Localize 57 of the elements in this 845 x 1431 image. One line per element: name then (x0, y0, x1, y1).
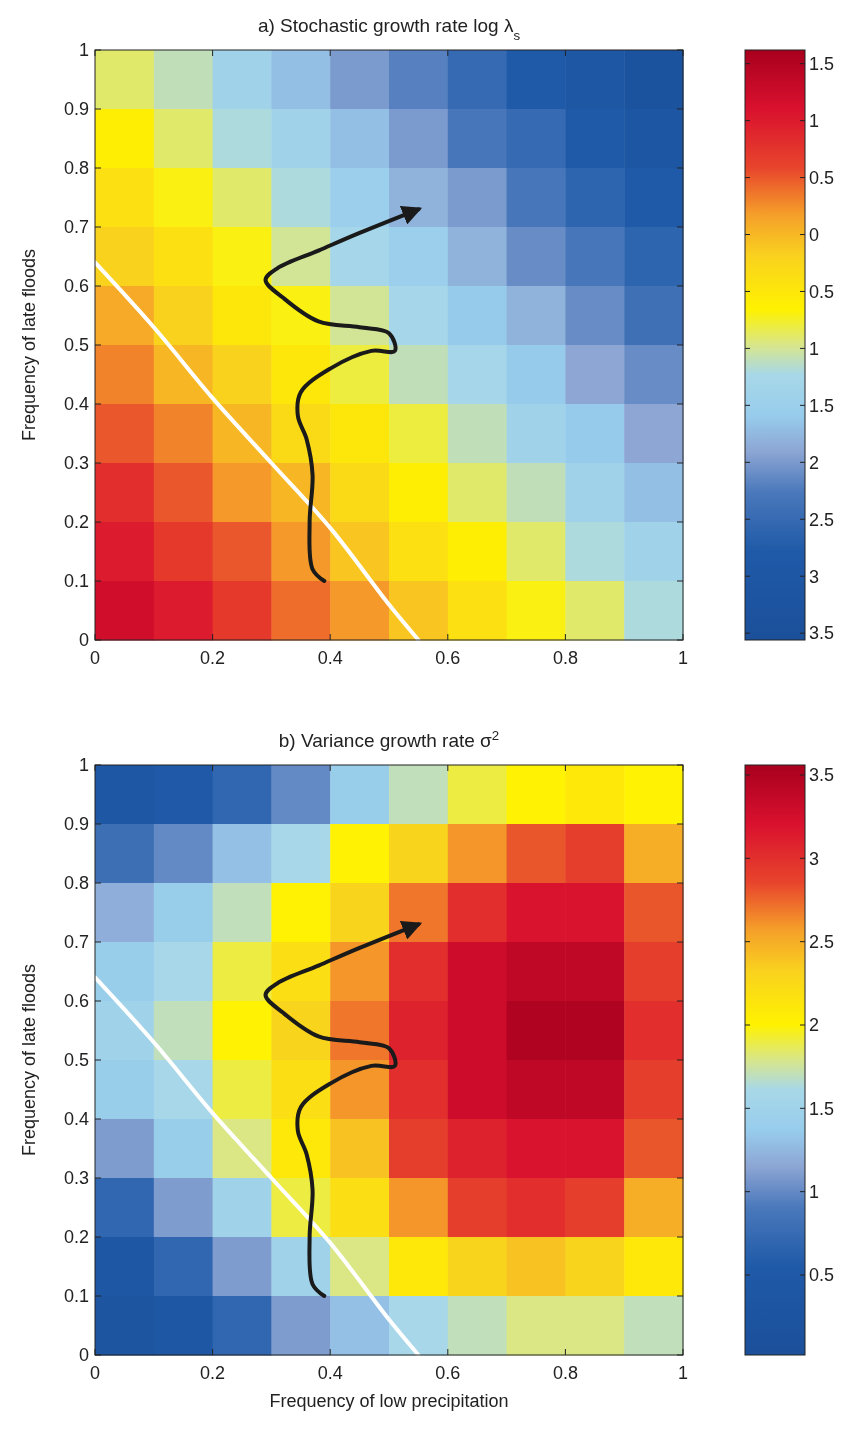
color-bar-label: 3.5 (809, 765, 835, 786)
x-tick-label: 0.4 (317, 1363, 343, 1383)
y-tick-label: 0.2 (63, 512, 89, 533)
x-tick-label: 0.8 (552, 1363, 578, 1383)
x-tick-label: 0.4 (317, 648, 343, 668)
y-tick-label: 0.4 (63, 1109, 89, 1130)
color-bar-label: 3 (809, 566, 820, 587)
x-tick-label: 0.6 (435, 648, 461, 668)
color-bar-label: 1 (809, 110, 820, 131)
y-tick-label: 0.9 (63, 814, 89, 835)
x-tick-label: 1 (677, 648, 689, 668)
y-tick-label: 0.1 (63, 1286, 89, 1307)
y-tick-label: 0.7 (63, 932, 89, 953)
x-tick-label: 0.2 (200, 648, 226, 668)
color-bar-label: 1 (809, 338, 820, 359)
color-bar-label: 1.5 (809, 395, 835, 416)
color-bar-label: 0.5 (809, 281, 835, 302)
y-tick-label: 0.6 (63, 276, 89, 297)
y-tick-label: 0.5 (63, 1050, 89, 1071)
line-series (93, 975, 421, 1357)
y-tick-label: 0.7 (63, 217, 89, 238)
y-tick-label: 0 (78, 1345, 89, 1366)
y-tick-label: 0.3 (63, 1168, 89, 1189)
chart-title: a) Stochastic growth rate log λ$_{s}$ (257, 15, 521, 43)
y-tick-label: 1 (78, 755, 89, 776)
color-bar-label: 1.5 (809, 53, 835, 74)
color-bar-label: 2.5 (809, 931, 835, 952)
color-bar-label: 0.5 (809, 167, 835, 188)
y-tick-label: 0.6 (63, 991, 89, 1012)
y-tick-label: 0.5 (63, 335, 89, 356)
y-axis-title: Frequency of late floods (19, 963, 39, 1157)
color-bar-label: 1 (809, 1181, 820, 1202)
y-tick-label: 0.1 (63, 571, 89, 592)
y-tick-label: 1 (78, 40, 89, 61)
color-bar-label: 3.5 (809, 623, 835, 644)
y-tick-label: 0.8 (63, 158, 89, 179)
x-tick-label: 1 (677, 1363, 689, 1383)
color-bar-label: 2 (809, 1015, 820, 1036)
color-bar-label: 2 (809, 452, 820, 473)
color-bar-label: 3 (809, 848, 820, 869)
y-tick-label: 0 (78, 630, 89, 651)
y-tick-label: 0.8 (63, 873, 89, 894)
x-tick-label: 0.8 (552, 648, 578, 668)
x-axis-title: Frequency of low precipitation (269, 1391, 509, 1411)
y-tick-label: 0.3 (63, 453, 89, 474)
chart-title: b) Variance growth rate σ$^{2}$ (278, 727, 500, 751)
y-tick-label: 0.2 (63, 1227, 89, 1248)
y-axis-title: Frequency of late floods (19, 248, 39, 442)
x-tick-label: 0.6 (435, 1363, 461, 1383)
color-bar-label: 2.5 (809, 509, 835, 530)
y-tick-label: 0.4 (63, 394, 89, 415)
color-bar-label: 1.5 (809, 1098, 835, 1119)
y-tick-label: 0.9 (63, 99, 89, 120)
line-series (93, 260, 421, 642)
color-bar-label: 0.5 (809, 1265, 835, 1286)
x-tick-label: 0.2 (200, 1363, 226, 1383)
color-bar-label: 0 (809, 224, 820, 245)
